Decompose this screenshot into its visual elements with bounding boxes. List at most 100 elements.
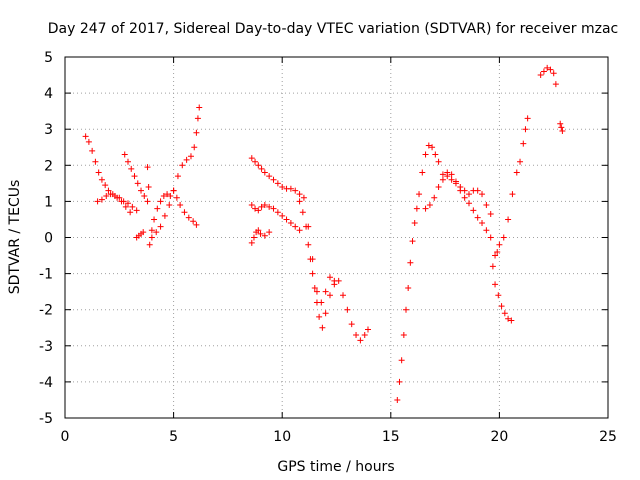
y-tick-label: 2 bbox=[44, 158, 53, 174]
x-tick-label: 5 bbox=[169, 429, 178, 445]
data-point bbox=[348, 321, 355, 328]
data-point bbox=[127, 209, 134, 216]
data-point bbox=[252, 205, 259, 212]
data-point bbox=[413, 205, 420, 212]
data-point bbox=[128, 165, 135, 172]
data-point bbox=[196, 104, 203, 111]
data-point bbox=[124, 158, 131, 165]
data-point bbox=[154, 205, 161, 212]
data-point bbox=[557, 120, 564, 127]
data-point bbox=[146, 241, 153, 248]
data-point bbox=[183, 156, 190, 163]
data-point bbox=[405, 285, 412, 292]
data-point bbox=[141, 192, 148, 199]
data-point bbox=[492, 252, 499, 259]
data-point bbox=[496, 241, 503, 248]
data-point bbox=[292, 187, 299, 194]
data-point bbox=[153, 229, 160, 236]
x-tick-label: 25 bbox=[599, 429, 617, 445]
data-point bbox=[465, 200, 472, 207]
data-point bbox=[509, 191, 516, 198]
data-point bbox=[505, 315, 512, 322]
data-point bbox=[296, 198, 303, 205]
data-point bbox=[426, 202, 433, 209]
series-arc-03 bbox=[121, 151, 151, 205]
data-point bbox=[82, 133, 89, 140]
data-point bbox=[193, 129, 200, 136]
x-tick-label: 0 bbox=[61, 429, 70, 445]
data-point bbox=[148, 227, 155, 234]
series-arc-08 bbox=[248, 155, 307, 201]
data-point bbox=[179, 162, 186, 169]
data-point bbox=[287, 220, 294, 227]
y-tick-label: 0 bbox=[44, 231, 53, 247]
series-arc-12 bbox=[305, 223, 338, 306]
data-point bbox=[299, 209, 306, 216]
data-point bbox=[311, 285, 318, 292]
data-point bbox=[248, 202, 255, 209]
data-point bbox=[266, 203, 273, 210]
data-point bbox=[181, 209, 188, 216]
data-point bbox=[292, 223, 299, 230]
data-point bbox=[105, 187, 112, 194]
data-point bbox=[191, 144, 198, 151]
data-point bbox=[326, 274, 333, 281]
y-tick-label: 5 bbox=[44, 50, 53, 66]
data-point bbox=[505, 216, 512, 223]
chart-title: Day 247 of 2017, Sidereal Day-to-day VTE… bbox=[48, 21, 618, 37]
y-tick-labels: -5 -4 -3 -2 -1 0 1 2 3 4 5 bbox=[39, 50, 53, 427]
series-arc-09 bbox=[248, 202, 303, 234]
data-point bbox=[520, 140, 527, 147]
x-tick-labels: 0 5 10 15 20 25 bbox=[61, 429, 617, 445]
data-point bbox=[494, 248, 501, 255]
data-point bbox=[185, 214, 192, 221]
data-point bbox=[322, 310, 329, 317]
data-point bbox=[422, 205, 429, 212]
data-point bbox=[483, 202, 490, 209]
data-point bbox=[274, 180, 281, 187]
data-point bbox=[547, 66, 554, 73]
data-point bbox=[287, 185, 294, 192]
series-arc-07 bbox=[148, 104, 203, 241]
data-point bbox=[309, 256, 316, 263]
data-point bbox=[305, 241, 312, 248]
data-point bbox=[120, 198, 127, 205]
data-point bbox=[396, 378, 403, 385]
data-point bbox=[89, 147, 96, 154]
data-point bbox=[452, 180, 459, 187]
data-point bbox=[335, 277, 342, 284]
series-arc-02 bbox=[94, 191, 140, 214]
data-point bbox=[331, 281, 338, 288]
data-point bbox=[133, 207, 140, 214]
data-point bbox=[279, 212, 286, 219]
data-point bbox=[435, 158, 442, 165]
data-point bbox=[500, 234, 507, 241]
data-point bbox=[403, 306, 410, 313]
data-point bbox=[313, 288, 320, 295]
data-point bbox=[85, 138, 92, 145]
data-point bbox=[474, 214, 481, 221]
data-point bbox=[151, 216, 158, 223]
data-point bbox=[432, 151, 439, 158]
series-arc-14 bbox=[422, 169, 494, 241]
data-point bbox=[544, 64, 551, 71]
data-point bbox=[309, 270, 316, 277]
data-point bbox=[422, 151, 429, 158]
series-arc-06 bbox=[146, 187, 200, 248]
data-point bbox=[129, 203, 136, 210]
data-point bbox=[479, 220, 486, 227]
data-point bbox=[495, 292, 502, 299]
data-point bbox=[279, 183, 286, 190]
data-point bbox=[398, 357, 405, 364]
data-point bbox=[255, 162, 262, 169]
data-point bbox=[444, 173, 451, 180]
data-point bbox=[121, 151, 128, 158]
y-tick-label: 3 bbox=[44, 122, 53, 138]
data-point bbox=[107, 191, 114, 198]
data-point bbox=[166, 202, 173, 209]
data-point bbox=[190, 218, 197, 225]
data-point bbox=[316, 313, 323, 320]
data-point bbox=[448, 171, 455, 178]
series-arc-05 bbox=[144, 164, 152, 190]
